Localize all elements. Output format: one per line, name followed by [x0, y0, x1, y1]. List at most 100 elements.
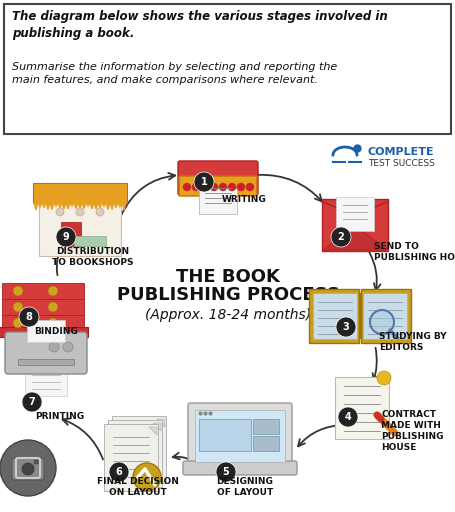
Circle shape [228, 183, 236, 190]
Circle shape [183, 183, 191, 190]
FancyBboxPatch shape [309, 289, 359, 343]
Polygon shape [110, 202, 114, 209]
FancyBboxPatch shape [74, 236, 106, 246]
Text: Summarise the information by selecting and reporting the
main features, and make: Summarise the information by selecting a… [12, 62, 337, 85]
Circle shape [338, 407, 358, 427]
Polygon shape [78, 202, 82, 208]
Text: 7: 7 [29, 397, 35, 407]
Polygon shape [34, 202, 38, 210]
Circle shape [194, 172, 214, 192]
Text: 5: 5 [222, 467, 229, 477]
Text: THE BOOK: THE BOOK [176, 268, 280, 286]
Circle shape [48, 302, 58, 312]
Text: PUBLISHING PROCESS: PUBLISHING PROCESS [116, 286, 339, 304]
FancyBboxPatch shape [61, 222, 81, 246]
Circle shape [331, 227, 351, 247]
Circle shape [219, 183, 227, 190]
Polygon shape [46, 202, 50, 209]
Polygon shape [70, 202, 74, 206]
Polygon shape [74, 202, 78, 208]
Circle shape [336, 317, 356, 337]
FancyBboxPatch shape [336, 197, 374, 231]
Text: WRITING: WRITING [222, 195, 267, 204]
Polygon shape [82, 202, 86, 208]
Polygon shape [86, 202, 90, 206]
Circle shape [211, 183, 217, 190]
FancyBboxPatch shape [39, 199, 121, 256]
Text: 2: 2 [338, 232, 344, 242]
Text: FINAL DECISION
ON LAYOUT: FINAL DECISION ON LAYOUT [97, 477, 179, 497]
FancyBboxPatch shape [195, 410, 285, 462]
FancyBboxPatch shape [253, 419, 279, 434]
FancyBboxPatch shape [179, 176, 257, 196]
Text: BINDING: BINDING [34, 327, 78, 336]
FancyBboxPatch shape [27, 320, 65, 342]
FancyBboxPatch shape [108, 420, 162, 487]
FancyBboxPatch shape [188, 403, 292, 467]
FancyBboxPatch shape [2, 299, 84, 315]
FancyBboxPatch shape [25, 364, 67, 396]
Polygon shape [58, 202, 62, 208]
Polygon shape [90, 202, 94, 209]
Text: 8: 8 [25, 312, 32, 322]
Text: STUDYING BY
EDITORS: STUDYING BY EDITORS [379, 332, 447, 352]
FancyBboxPatch shape [178, 161, 258, 195]
FancyBboxPatch shape [18, 359, 74, 365]
Polygon shape [122, 202, 126, 210]
Circle shape [56, 227, 76, 247]
Text: 6: 6 [116, 467, 122, 477]
FancyBboxPatch shape [313, 293, 357, 339]
FancyBboxPatch shape [0, 327, 88, 337]
FancyBboxPatch shape [12, 458, 44, 480]
FancyBboxPatch shape [199, 419, 251, 451]
Polygon shape [102, 202, 106, 207]
Polygon shape [98, 202, 102, 208]
FancyBboxPatch shape [361, 289, 411, 343]
FancyBboxPatch shape [5, 332, 87, 374]
Polygon shape [50, 202, 54, 209]
Text: The diagram below shows the various stages involved in
publishing a book.: The diagram below shows the various stag… [12, 10, 388, 40]
Circle shape [22, 463, 34, 475]
Polygon shape [66, 202, 70, 209]
Text: (Approx. 18-24 months): (Approx. 18-24 months) [145, 308, 311, 322]
Circle shape [48, 286, 58, 296]
Circle shape [238, 183, 244, 190]
Circle shape [0, 440, 56, 496]
Polygon shape [153, 423, 161, 431]
Circle shape [13, 302, 23, 312]
Circle shape [19, 307, 39, 327]
FancyBboxPatch shape [104, 424, 158, 491]
Text: CONTRACT
MADE WITH
PUBLISHING
HOUSE: CONTRACT MADE WITH PUBLISHING HOUSE [381, 410, 444, 452]
Polygon shape [157, 419, 165, 427]
FancyBboxPatch shape [2, 283, 84, 299]
Circle shape [56, 208, 64, 216]
FancyBboxPatch shape [34, 460, 40, 464]
FancyBboxPatch shape [183, 461, 297, 475]
Circle shape [377, 371, 391, 385]
Text: DESIGNING
OF LAYOUT: DESIGNING OF LAYOUT [217, 477, 273, 497]
Polygon shape [106, 202, 110, 209]
Text: 3: 3 [343, 322, 349, 332]
FancyBboxPatch shape [335, 377, 389, 439]
Circle shape [109, 462, 129, 482]
Circle shape [48, 318, 58, 328]
Polygon shape [118, 202, 122, 207]
Circle shape [49, 342, 59, 352]
Polygon shape [38, 202, 42, 207]
FancyBboxPatch shape [2, 315, 84, 331]
Circle shape [370, 310, 394, 334]
Circle shape [247, 183, 253, 190]
Polygon shape [114, 202, 118, 207]
Polygon shape [42, 202, 46, 207]
Circle shape [192, 183, 199, 190]
Text: 9: 9 [63, 232, 69, 242]
Circle shape [63, 342, 73, 352]
FancyBboxPatch shape [199, 188, 237, 214]
Polygon shape [54, 202, 58, 207]
Text: TEST SUCCESS: TEST SUCCESS [368, 159, 435, 168]
Circle shape [13, 286, 23, 296]
Text: DISTRIBUTION
TO BOOKSHOPS: DISTRIBUTION TO BOOKSHOPS [52, 247, 134, 267]
Circle shape [22, 392, 42, 412]
Polygon shape [323, 225, 387, 250]
FancyBboxPatch shape [112, 416, 166, 483]
